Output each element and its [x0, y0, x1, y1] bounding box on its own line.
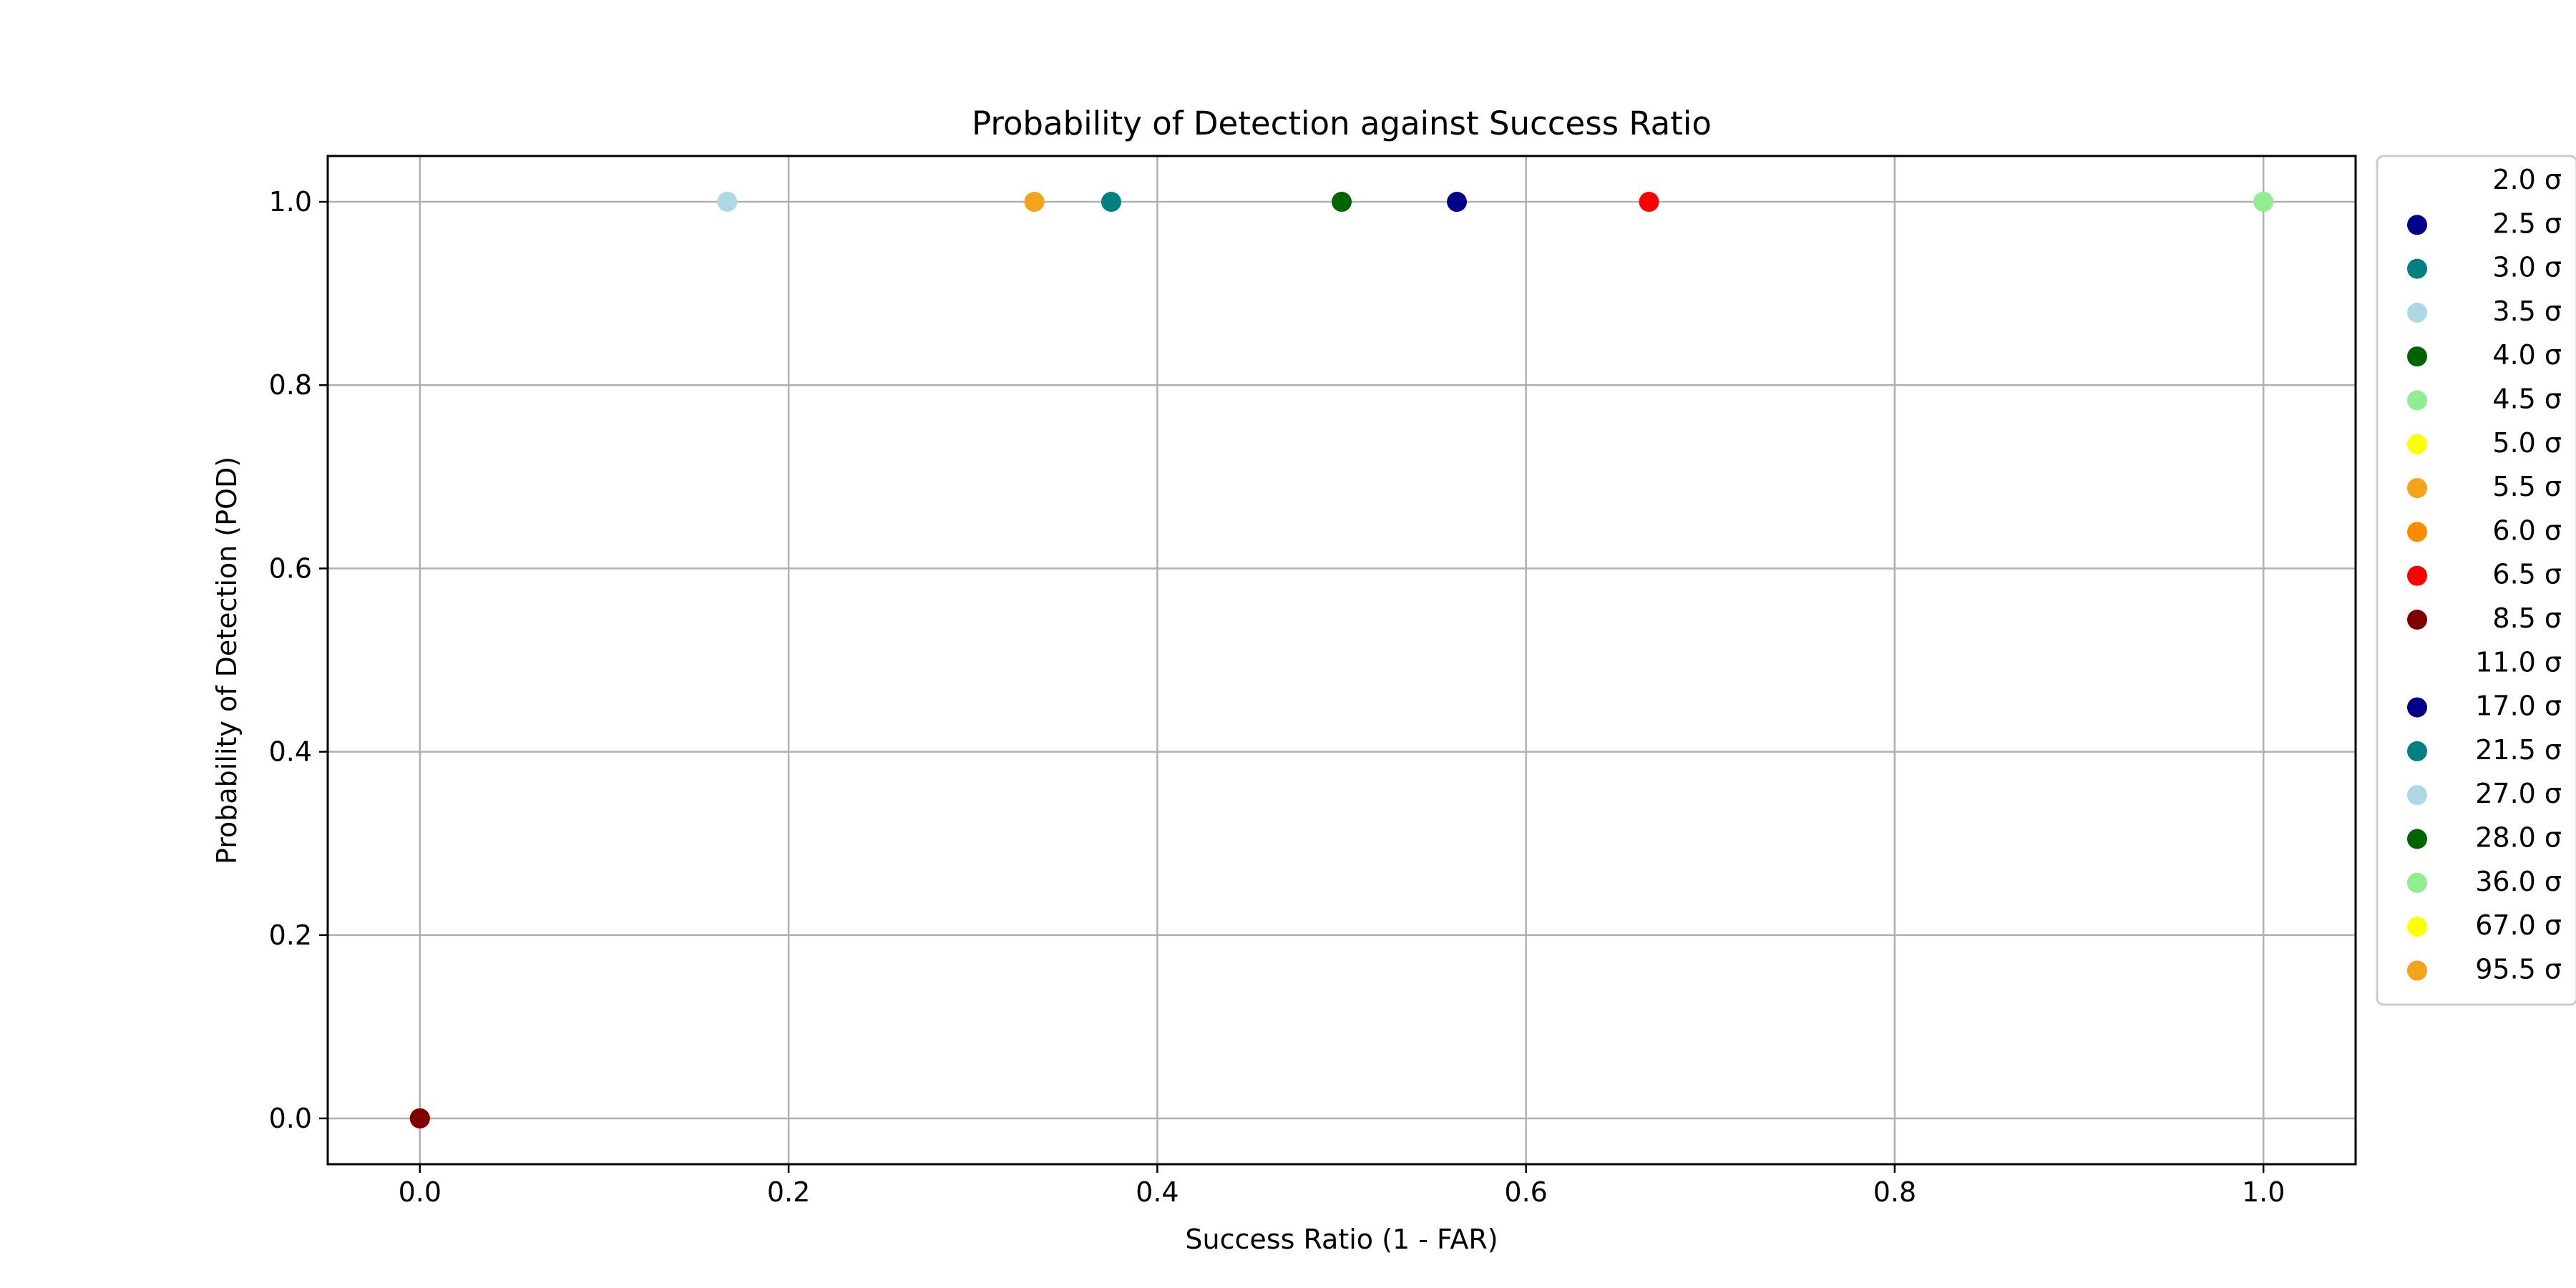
- legend-label: 5.0 σ: [2492, 427, 2562, 459]
- legend-label: 11.0 σ: [2475, 646, 2562, 678]
- axis-ticks: 0.0 0.2 0.4 0.6 0.8 1.0 0.0 0.2 0.4 0.6 0.8 1.0: [269, 186, 2285, 1208]
- legend-marker: [2407, 390, 2427, 411]
- data-point: [2253, 192, 2274, 213]
- legend-label: 67.0 σ: [2475, 909, 2562, 941]
- legend-label: 36.0 σ: [2475, 866, 2562, 897]
- legend-label: 4.5 σ: [2492, 384, 2562, 415]
- y-tick-label: 0.8: [269, 369, 312, 401]
- legend-marker: [2407, 697, 2427, 718]
- data-point: [717, 192, 738, 213]
- x-tick-label: 0.6: [1504, 1176, 1547, 1208]
- legend-label: 6.0 σ: [2492, 514, 2562, 546]
- y-tick-label: 0.4: [269, 736, 312, 768]
- legend-marker: [2407, 302, 2427, 323]
- legend-frame: [2376, 155, 2576, 1006]
- legend-marker: [2407, 478, 2427, 499]
- legend-label: 3.5 σ: [2492, 296, 2562, 327]
- legend-label: 95.5 σ: [2475, 953, 2562, 985]
- legend-marker: [2407, 829, 2427, 849]
- legend-label: 2.5 σ: [2492, 208, 2562, 239]
- legend-marker: [2407, 785, 2427, 806]
- data-point: [1101, 192, 1121, 213]
- data-point: [1024, 192, 1045, 213]
- data-point: [1447, 192, 1468, 213]
- legend-label: 3.0 σ: [2492, 252, 2562, 283]
- legend-marker: [2407, 171, 2427, 191]
- legend: 2.0 σ 2.5 σ 3.0 σ 3.5 σ 4.0 σ 4.5 σ 5.0 σ 5.5 σ…: [2376, 155, 2576, 1006]
- legend-marker: [2407, 960, 2427, 981]
- x-tick-label: 0.2: [767, 1176, 810, 1208]
- legend-label: 28.0 σ: [2475, 822, 2562, 854]
- data-point: [1639, 192, 1659, 213]
- legend-marker: [2407, 215, 2427, 235]
- x-tick-label: 0.0: [399, 1176, 441, 1208]
- y-tick-label: 1.0: [269, 186, 312, 218]
- y-tick-label: 0.6: [269, 552, 312, 584]
- legend-marker: [2407, 258, 2427, 279]
- legend-label: 21.5 σ: [2475, 734, 2562, 766]
- legend-marker: [2407, 653, 2427, 674]
- x-tick-label: 0.4: [1136, 1176, 1179, 1208]
- legend-marker: [2407, 434, 2427, 454]
- legend-marker: [2407, 565, 2427, 586]
- legend-marker: [2407, 346, 2427, 367]
- plot-area-frame: [326, 155, 2357, 1166]
- legend-label: 5.5 σ: [2492, 471, 2562, 502]
- chart-title: Probability of Detection against Success…: [972, 104, 1712, 142]
- data-points: [409, 192, 2274, 1128]
- grid-lines: [328, 156, 2356, 1164]
- x-tick-label: 1.0: [2242, 1176, 2285, 1208]
- legend-label: 8.5 σ: [2492, 602, 2562, 634]
- y-axis-label: Probability of Detection (POD): [211, 457, 243, 864]
- legend-label: 4.0 σ: [2492, 339, 2562, 371]
- y-tick-label: 0.2: [269, 919, 312, 951]
- legend-label: 17.0 σ: [2475, 691, 2562, 722]
- legend-label: 6.5 σ: [2492, 559, 2562, 590]
- legend-marker: [2407, 741, 2427, 761]
- legend-marker: [2407, 610, 2427, 630]
- legend-marker: [2407, 522, 2427, 542]
- legend-marker: [2407, 917, 2427, 937]
- y-tick-label: 0.0: [269, 1103, 312, 1134]
- x-tick-label: 0.8: [1873, 1176, 1916, 1208]
- legend-marker: [2407, 872, 2427, 893]
- x-axis-label: Success Ratio (1 - FAR): [1185, 1224, 1498, 1255]
- legend-label: 27.0 σ: [2475, 778, 2562, 809]
- legend-label: 2.0 σ: [2492, 164, 2562, 195]
- data-point: [1332, 192, 1352, 213]
- data-point: [409, 1108, 430, 1128]
